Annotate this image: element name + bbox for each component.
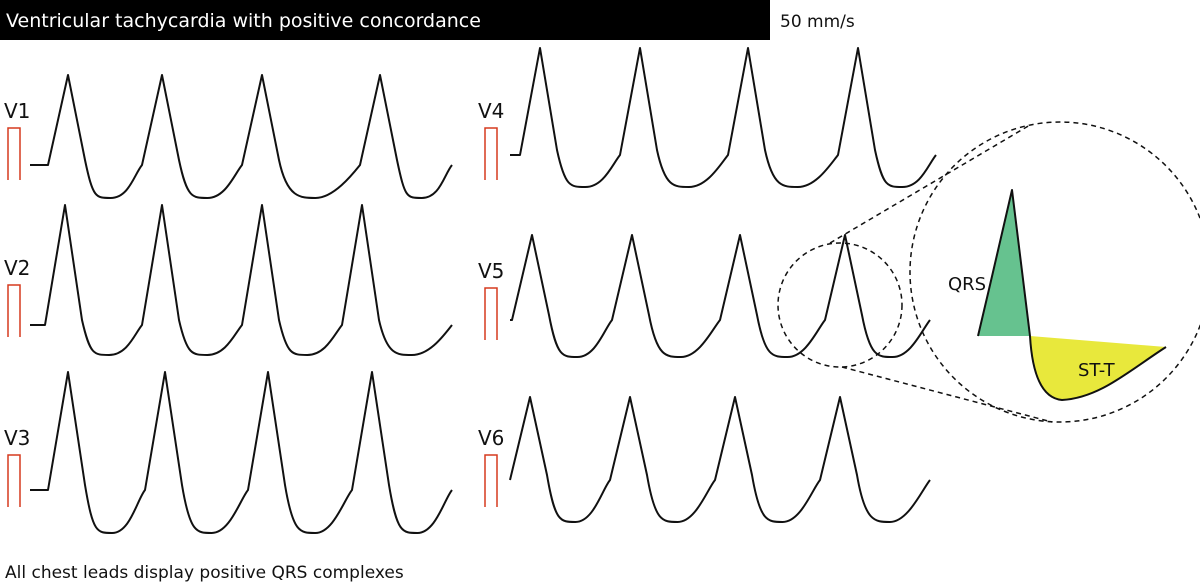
lead-label: V2	[4, 256, 30, 280]
ecg-wave	[30, 74, 453, 199]
calibration-pulse	[7, 454, 21, 507]
ecg-wave	[509, 396, 931, 523]
zoom-small-circle	[777, 242, 903, 368]
qrs-label: QRS	[948, 274, 986, 295]
ecg-wave	[510, 47, 937, 188]
zoom-line	[841, 366, 1053, 423]
zoom-wave	[977, 189, 1167, 401]
zoom-large-circle	[909, 121, 1200, 423]
qrs-area	[978, 190, 1030, 336]
calibration-pulse	[484, 127, 498, 180]
caption: All chest leads display positive QRS com…	[5, 563, 404, 583]
lead-label: V3	[4, 426, 30, 450]
ecg-wave	[510, 234, 931, 358]
ecg-wave	[30, 371, 453, 534]
title-bar	[0, 0, 770, 40]
calibration-pulse	[7, 127, 21, 180]
lead-label: V5	[478, 259, 504, 283]
zoom-line	[829, 124, 1031, 244]
st-t-label: ST-T	[1078, 360, 1116, 381]
lead-label: V1	[4, 99, 30, 123]
lead-label: V6	[478, 426, 504, 450]
calibration-pulse	[7, 284, 21, 337]
lead-label: V4	[478, 99, 504, 123]
speed: 50 mm/s	[780, 12, 855, 32]
ecg-wave	[30, 204, 453, 356]
calibration-pulse	[484, 454, 498, 507]
leads: V1 V2 V3 V4 V5 V6	[4, 47, 937, 534]
st-t-area	[1030, 336, 1166, 400]
title: Ventricular tachycardia with positive co…	[6, 10, 481, 32]
calibration-pulse	[484, 287, 498, 340]
